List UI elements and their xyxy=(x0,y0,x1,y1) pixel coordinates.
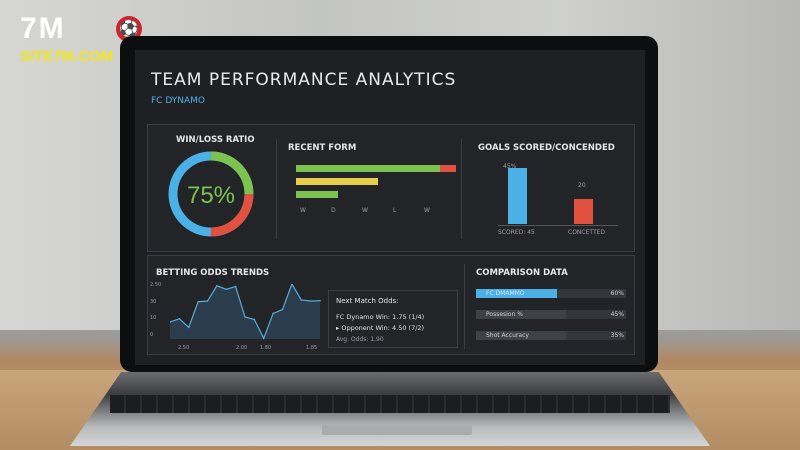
scored-label: 45% xyxy=(503,163,517,170)
odds-point xyxy=(234,285,237,288)
y-tick-label: 30 xyxy=(150,298,157,305)
trackpad xyxy=(322,425,472,435)
comparison-bar xyxy=(476,289,557,298)
odds-point xyxy=(319,299,321,302)
odds-title: BETTING ODDS TRENDS xyxy=(156,268,270,278)
odds-point xyxy=(206,300,209,302)
odds-point xyxy=(244,316,246,318)
x-tick-label: 2.00 xyxy=(236,345,248,351)
odds-chart xyxy=(170,284,321,340)
home-odds: FC Dynamo Win: 1.75 (1/4) xyxy=(336,313,425,321)
form-bar-loss xyxy=(440,165,456,172)
odds-point xyxy=(187,326,190,329)
win-loss-donut: 75% xyxy=(168,151,254,237)
comparison-row: FC DMAMMO 60% xyxy=(476,289,626,298)
odds-point xyxy=(281,308,284,311)
scored-bar xyxy=(508,167,527,224)
form-label: W xyxy=(424,207,430,214)
next-match-box: Next Match Odds: FC Dynamo Win: 1.75 (1/… xyxy=(328,290,458,348)
odds-point xyxy=(197,300,199,303)
dashboard-screen: TEAM PERFORMANCE ANALYTICS FC DYNAMO WIN… xyxy=(135,50,645,365)
conceded-caption: CONCETTED xyxy=(568,229,606,236)
keyboard xyxy=(110,395,670,413)
avg-odds: Avg. Odds: 1.90 xyxy=(336,336,384,343)
conceded-bar xyxy=(574,199,593,224)
y-tick-label: 10 xyxy=(150,315,157,321)
site-logo: 7M ⚽ SITE7M.COM xyxy=(20,12,142,74)
logo-mark: 7M xyxy=(20,12,66,45)
odds-point xyxy=(170,321,171,323)
win-loss-value: 75% xyxy=(187,182,235,209)
team-name: FC DYNAMO xyxy=(151,96,205,106)
bottom-panel: BETTING ODDS TRENDS 2.50 30 10 0 2.50 2.00 1.8… xyxy=(147,255,635,355)
win-loss-title: WIN/LOSS RATIO xyxy=(176,135,255,145)
odds-point xyxy=(253,318,256,321)
form-bar xyxy=(296,178,378,185)
odds-point xyxy=(262,337,265,340)
x-tick-label: 1.85 xyxy=(306,345,318,351)
comparison-value: 45% xyxy=(610,311,624,318)
y-tick-label: 2.50 xyxy=(150,282,162,288)
form-label: D xyxy=(331,207,336,214)
odds-point xyxy=(272,312,274,315)
recent-form-title: RECENT FORM xyxy=(288,143,357,153)
odds-area xyxy=(170,284,320,339)
comparison-label: Possesion % xyxy=(486,311,523,318)
comparison-value: 35% xyxy=(610,332,624,339)
comparison-label: Shot Accuracy xyxy=(486,332,529,339)
comparison-row: Shot Accuracy 35% xyxy=(476,331,626,340)
goals-title: GOALS SCORED/CONCENDED xyxy=(478,143,615,153)
odds-point xyxy=(225,288,228,291)
comparison-value: 60% xyxy=(610,290,624,297)
odds-point xyxy=(300,299,303,301)
logo-site: SITE7M.COM xyxy=(20,48,114,65)
form-label: W xyxy=(362,207,368,214)
form-label: L xyxy=(393,207,397,214)
donut-draw xyxy=(168,151,254,237)
form-bar xyxy=(296,165,440,172)
comparison-row: Possesion % 45% xyxy=(476,310,626,319)
form-label: W xyxy=(300,207,306,214)
opponent-odds: ▸ Opponent Win: 4.50 (7/2) xyxy=(336,324,425,332)
comparison-bar xyxy=(476,331,566,340)
top-panel: WIN/LOSS RATIO 75% RECENT FORM W D W L W GOA… xyxy=(147,124,635,252)
odds-point xyxy=(291,284,293,285)
x-tick-label: 2.50 xyxy=(178,345,190,351)
comparison-bar xyxy=(476,310,566,319)
comparison-label: FC DMAMMO xyxy=(486,290,525,297)
y-tick-label: 0 xyxy=(150,331,154,338)
odds-point xyxy=(216,284,218,287)
next-match-title: Next Match Odds: xyxy=(336,297,399,305)
scored-caption: SCORED: 45 xyxy=(498,229,535,236)
odds-point xyxy=(309,300,312,302)
odds-point xyxy=(178,317,181,320)
donut-loss xyxy=(168,151,254,237)
x-tick-label: 1.80 xyxy=(260,345,272,351)
conceded-label: 20 xyxy=(578,182,586,189)
form-bar xyxy=(296,191,338,198)
comparison-title: COMPARISON DATA xyxy=(476,268,568,278)
page-title: TEAM PERFORMANCE ANALYTICS xyxy=(151,70,457,90)
